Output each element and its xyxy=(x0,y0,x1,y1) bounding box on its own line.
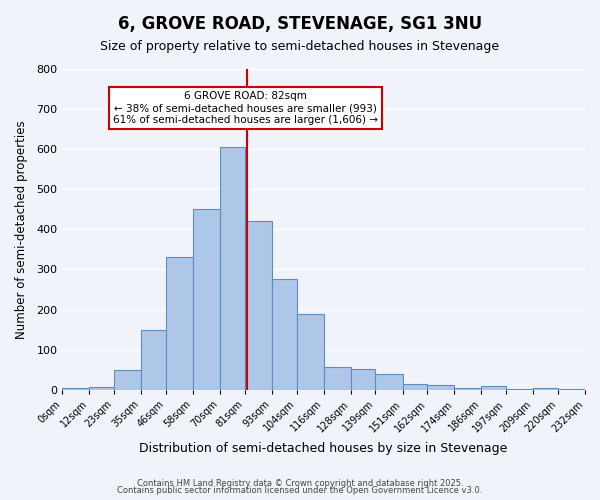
Y-axis label: Number of semi-detached properties: Number of semi-detached properties xyxy=(15,120,28,338)
Text: Contains HM Land Registry data © Crown copyright and database right 2025.: Contains HM Land Registry data © Crown c… xyxy=(137,478,463,488)
Bar xyxy=(558,389,585,390)
Bar xyxy=(245,222,272,390)
Text: Contains public sector information licensed under the Open Government Licence v3: Contains public sector information licen… xyxy=(118,486,482,495)
Text: 6, GROVE ROAD, STEVENAGE, SG1 3NU: 6, GROVE ROAD, STEVENAGE, SG1 3NU xyxy=(118,15,482,33)
Bar xyxy=(141,330,166,390)
Bar xyxy=(272,280,296,390)
Text: 6 GROVE ROAD: 82sqm
← 38% of semi-detached houses are smaller (993)
61% of semi-: 6 GROVE ROAD: 82sqm ← 38% of semi-detach… xyxy=(113,92,378,124)
Bar xyxy=(376,374,403,390)
Bar xyxy=(481,386,506,390)
Bar xyxy=(62,388,89,390)
Bar xyxy=(114,370,141,390)
Bar xyxy=(323,367,350,390)
Bar xyxy=(166,258,193,390)
Bar xyxy=(89,386,114,390)
Bar xyxy=(350,369,376,390)
X-axis label: Distribution of semi-detached houses by size in Stevenage: Distribution of semi-detached houses by … xyxy=(139,442,508,455)
Text: Size of property relative to semi-detached houses in Stevenage: Size of property relative to semi-detach… xyxy=(100,40,500,53)
Bar xyxy=(296,314,323,390)
Bar xyxy=(220,147,245,390)
Bar xyxy=(533,388,558,390)
Bar xyxy=(427,385,454,390)
Bar xyxy=(454,388,481,390)
Bar xyxy=(193,210,220,390)
Bar xyxy=(403,384,427,390)
Bar xyxy=(506,388,533,390)
